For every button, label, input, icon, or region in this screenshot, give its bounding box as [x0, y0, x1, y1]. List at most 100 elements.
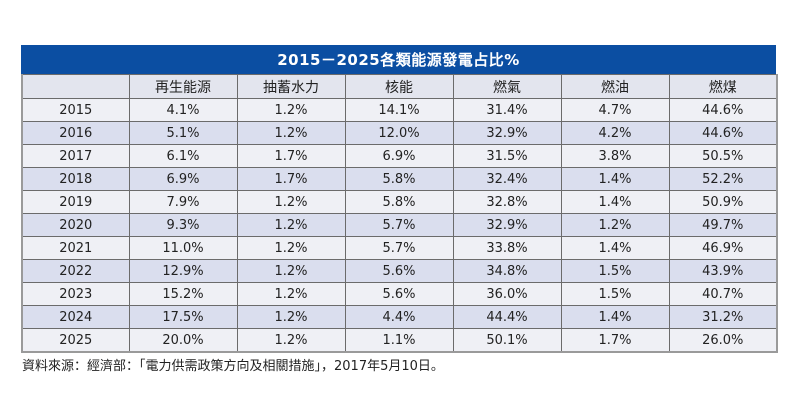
cell-pumped-hydro: 1.2% [236, 236, 346, 260]
cell-pumped-hydro: 1.2% [236, 259, 346, 283]
cell-oil: 3.8% [560, 144, 670, 168]
cell-coal: 44.6% [668, 98, 778, 122]
table-title: 2015－2025各類能源發電占比% [21, 45, 776, 74]
cell-gas: 31.5% [452, 144, 562, 168]
cell-nuclear: 1.1% [344, 328, 454, 353]
column-header-coal: 燃煤 [668, 74, 778, 99]
cell-pumped-hydro: 1.7% [236, 144, 346, 168]
table-row: 2023 15.2% 1.2% 5.6% 36.0% 1.5% 40.7% [21, 282, 778, 306]
cell-pumped-hydro: 1.2% [236, 98, 346, 122]
cell-pumped-hydro: 1.2% [236, 121, 346, 145]
cell-renewable: 20.0% [128, 328, 238, 353]
cell-renewable: 15.2% [128, 282, 238, 306]
year-cell: 2020 [21, 213, 130, 237]
cell-gas: 33.8% [452, 236, 562, 260]
cell-renewable: 7.9% [128, 190, 238, 214]
cell-gas: 34.8% [452, 259, 562, 283]
cell-pumped-hydro: 1.2% [236, 328, 346, 353]
cell-oil: 1.2% [560, 213, 670, 237]
cell-nuclear: 5.6% [344, 259, 454, 283]
source-note: 資料來源：經濟部：「電力供需政策方向及相關措施」，2017年5月10日。 [22, 359, 444, 374]
cell-gas: 32.4% [452, 167, 562, 191]
cell-gas: 32.8% [452, 190, 562, 214]
cell-oil: 1.4% [560, 236, 670, 260]
cell-oil: 4.2% [560, 121, 670, 145]
cell-renewable: 6.1% [128, 144, 238, 168]
year-cell: 2023 [21, 282, 130, 306]
cell-coal: 40.7% [668, 282, 778, 306]
cell-coal: 46.9% [668, 236, 778, 260]
year-cell: 2016 [21, 121, 130, 145]
cell-coal: 50.9% [668, 190, 778, 214]
table-row: 2020 9.3% 1.2% 5.7% 32.9% 1.2% 49.7% [21, 213, 778, 237]
cell-gas: 32.9% [452, 213, 562, 237]
cell-coal: 43.9% [668, 259, 778, 283]
cell-pumped-hydro: 1.7% [236, 167, 346, 191]
cell-oil: 1.4% [560, 190, 670, 214]
cell-nuclear: 14.1% [344, 98, 454, 122]
column-header-pumped-hydro: 抽蓄水力 [236, 74, 346, 99]
cell-nuclear: 4.4% [344, 305, 454, 329]
table-row: 2019 7.9% 1.2% 5.8% 32.8% 1.4% 50.9% [21, 190, 778, 214]
cell-oil: 1.7% [560, 328, 670, 353]
column-header-gas: 燃氣 [452, 74, 562, 99]
cell-gas: 44.4% [452, 305, 562, 329]
cell-renewable: 17.5% [128, 305, 238, 329]
cell-nuclear: 6.9% [344, 144, 454, 168]
cell-oil: 1.5% [560, 259, 670, 283]
cell-renewable: 5.1% [128, 121, 238, 145]
cell-renewable: 6.9% [128, 167, 238, 191]
header-row: 再生能源 抽蓄水力 核能 燃氣 燃油 燃煤 [21, 74, 778, 99]
cell-nuclear: 5.8% [344, 167, 454, 191]
cell-nuclear: 5.8% [344, 190, 454, 214]
cell-pumped-hydro: 1.2% [236, 305, 346, 329]
table-row: 2016 5.1% 1.2% 12.0% 32.9% 4.2% 44.6% [21, 121, 778, 145]
cell-pumped-hydro: 1.2% [236, 190, 346, 214]
table-row: 2024 17.5% 1.2% 4.4% 44.4% 1.4% 31.2% [21, 305, 778, 329]
cell-coal: 31.2% [668, 305, 778, 329]
cell-pumped-hydro: 1.2% [236, 213, 346, 237]
cell-renewable: 4.1% [128, 98, 238, 122]
year-cell: 2024 [21, 305, 130, 329]
corner-header [21, 74, 130, 99]
year-cell: 2018 [21, 167, 130, 191]
year-cell: 2015 [21, 98, 130, 122]
table-row: 2021 11.0% 1.2% 5.7% 33.8% 1.4% 46.9% [21, 236, 778, 260]
cell-renewable: 11.0% [128, 236, 238, 260]
cell-coal: 26.0% [668, 328, 778, 353]
column-header-renewable: 再生能源 [128, 74, 238, 99]
cell-gas: 36.0% [452, 282, 562, 306]
cell-nuclear: 5.7% [344, 236, 454, 260]
year-cell: 2022 [21, 259, 130, 283]
cell-oil: 1.4% [560, 305, 670, 329]
column-header-nuclear: 核能 [344, 74, 454, 99]
cell-gas: 32.9% [452, 121, 562, 145]
table-row: 2022 12.9% 1.2% 5.6% 34.8% 1.5% 43.9% [21, 259, 778, 283]
cell-coal: 52.2% [668, 167, 778, 191]
cell-nuclear: 5.7% [344, 213, 454, 237]
cell-nuclear: 12.0% [344, 121, 454, 145]
cell-coal: 50.5% [668, 144, 778, 168]
column-header-oil: 燃油 [560, 74, 670, 99]
table-row: 2025 20.0% 1.2% 1.1% 50.1% 1.7% 26.0% [21, 328, 778, 353]
cell-pumped-hydro: 1.2% [236, 282, 346, 306]
year-cell: 2025 [21, 328, 130, 353]
cell-oil: 4.7% [560, 98, 670, 122]
table-row: 2015 4.1% 1.2% 14.1% 31.4% 4.7% 44.6% [21, 98, 778, 122]
year-cell: 2021 [21, 236, 130, 260]
cell-gas: 31.4% [452, 98, 562, 122]
cell-nuclear: 5.6% [344, 282, 454, 306]
table-row: 2018 6.9% 1.7% 5.8% 32.4% 1.4% 52.2% [21, 167, 778, 191]
cell-oil: 1.5% [560, 282, 670, 306]
table-row: 2017 6.1% 1.7% 6.9% 31.5% 3.8% 50.5% [21, 144, 778, 168]
cell-renewable: 9.3% [128, 213, 238, 237]
cell-renewable: 12.9% [128, 259, 238, 283]
energy-share-table: 再生能源 抽蓄水力 核能 燃氣 燃油 燃煤 2015 4.1% 1.2% 14.1% 3… [21, 74, 778, 353]
year-cell: 2017 [21, 144, 130, 168]
cell-gas: 50.1% [452, 328, 562, 353]
cell-coal: 49.7% [668, 213, 778, 237]
year-cell: 2019 [21, 190, 130, 214]
table-body: 2015 4.1% 1.2% 14.1% 31.4% 4.7% 44.6% 2016 5.1% 1… [21, 98, 778, 353]
cell-oil: 1.4% [560, 167, 670, 191]
energy-share-table-container: 2015－2025各類能源發電占比% 再生能源 抽蓄水力 核能 燃氣 燃油 燃煤… [21, 45, 778, 353]
